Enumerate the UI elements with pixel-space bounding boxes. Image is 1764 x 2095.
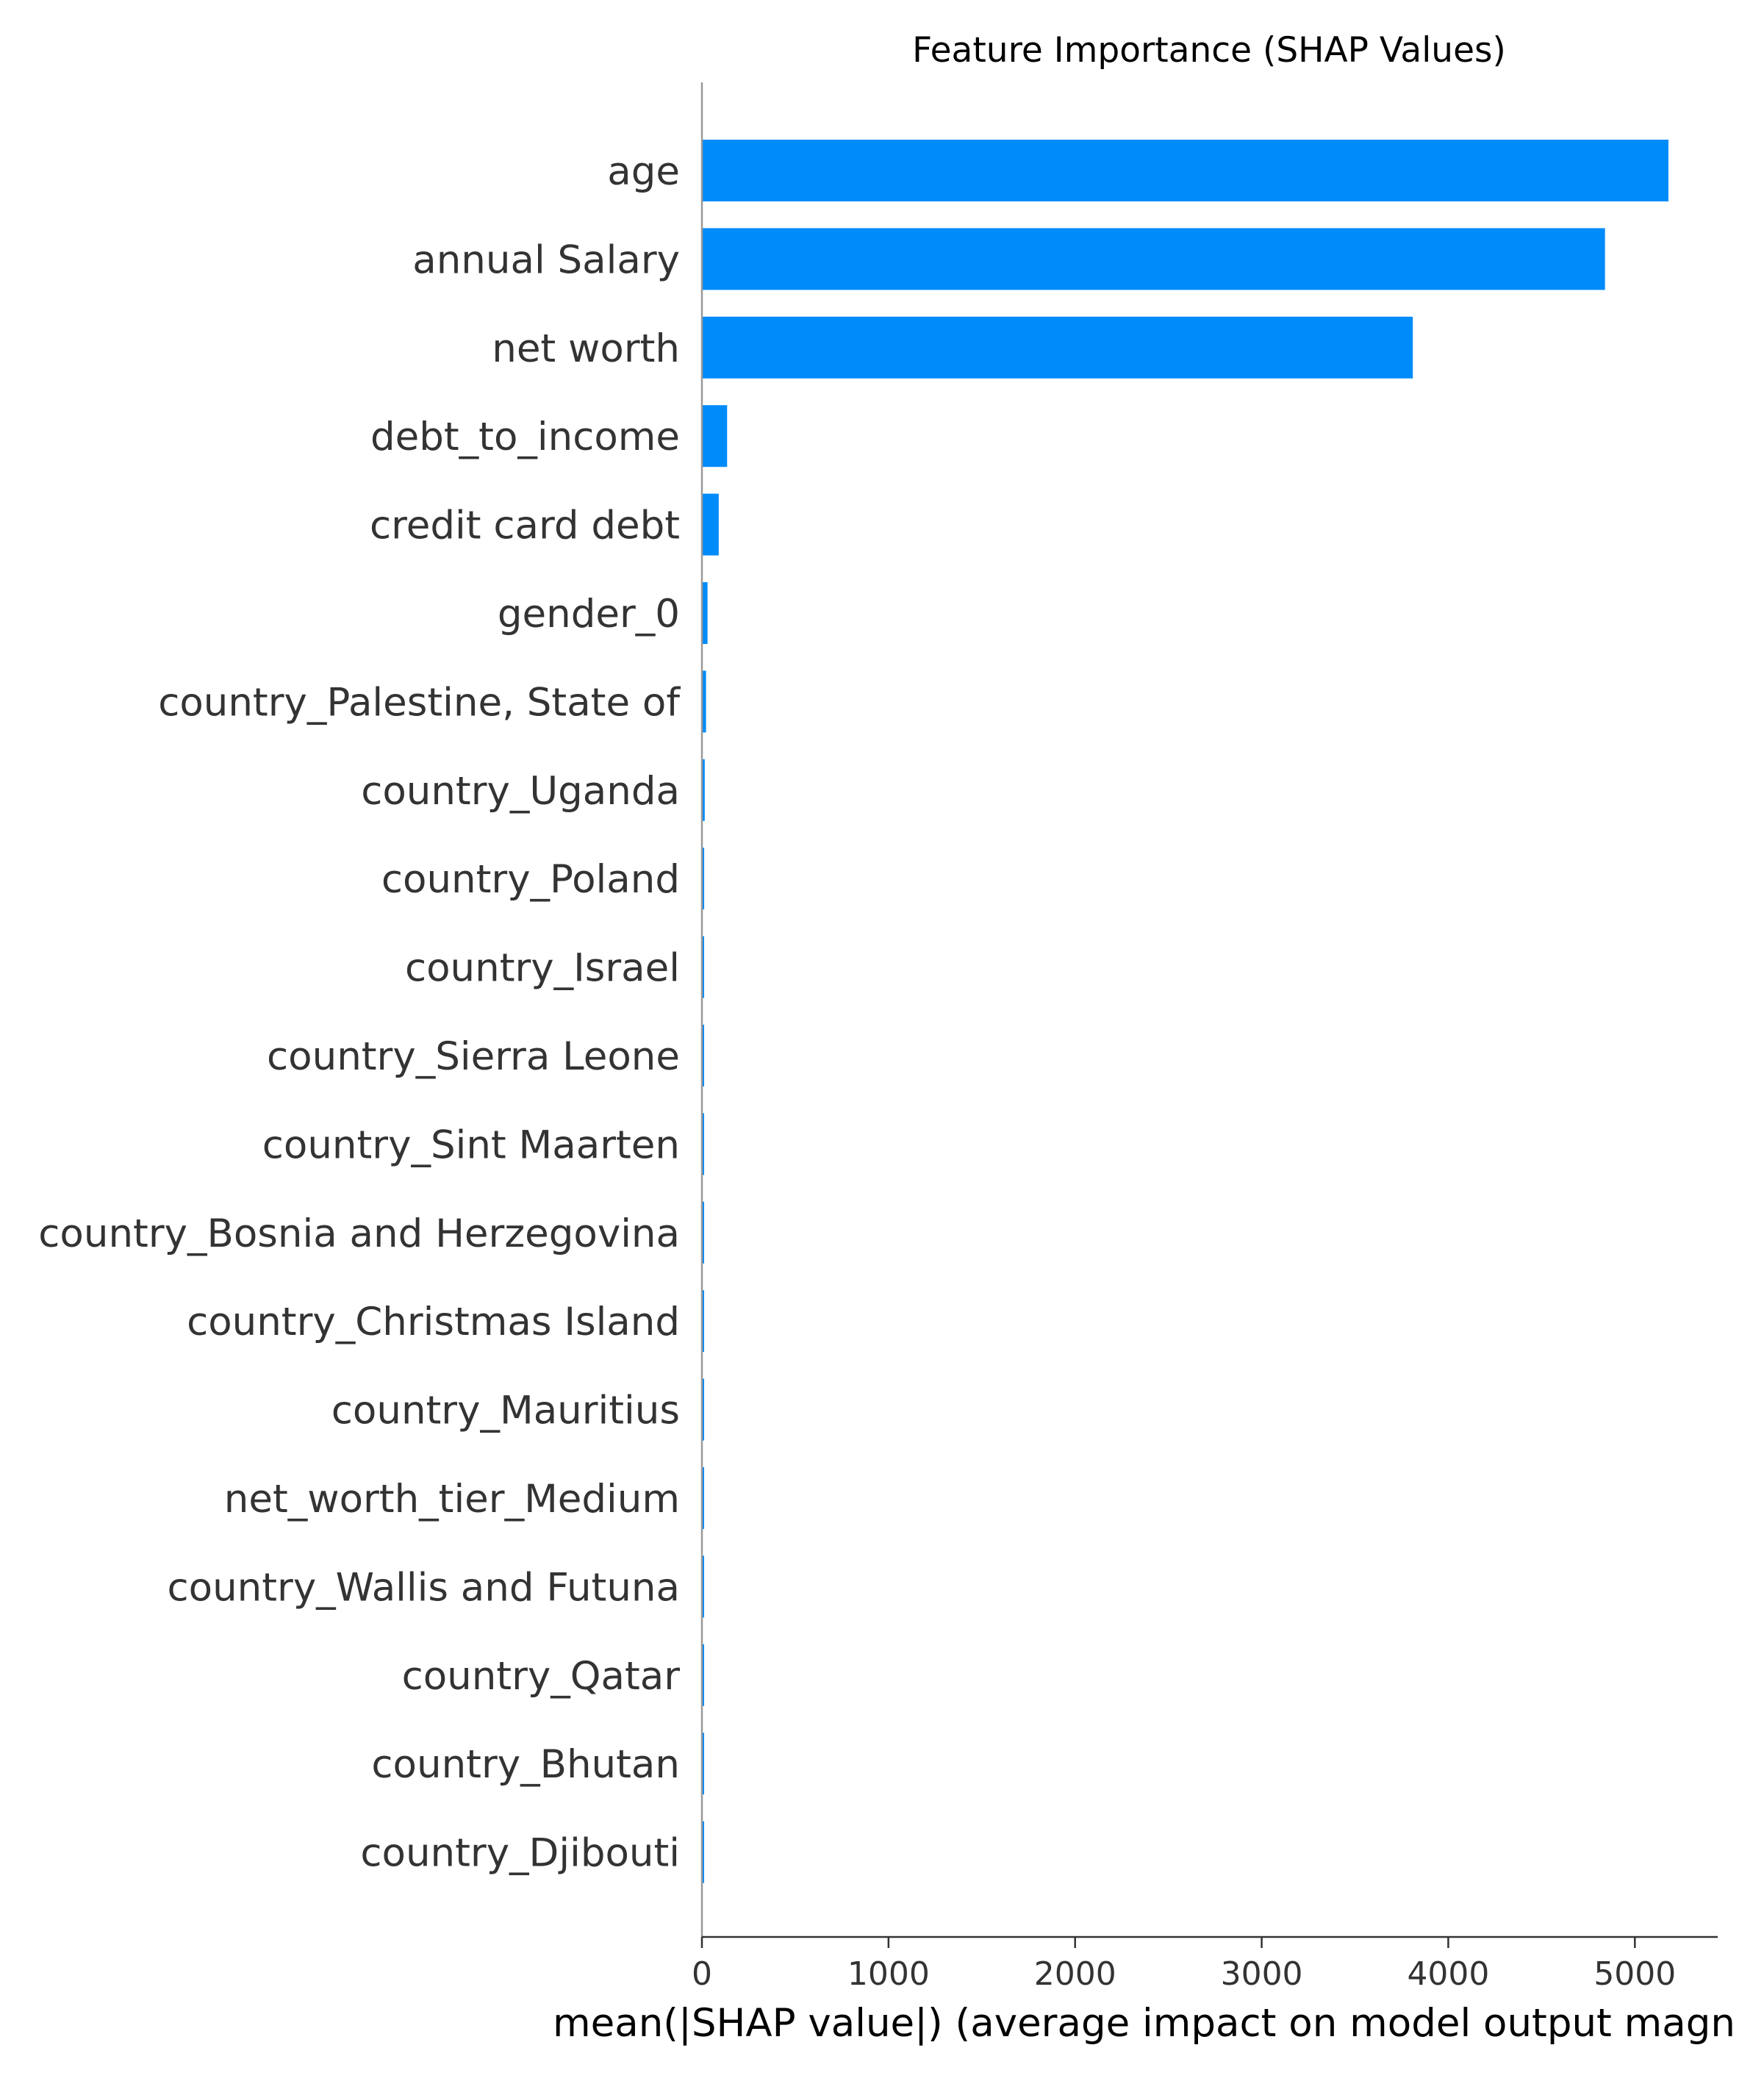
bar-country-sierra-leone — [702, 1025, 704, 1086]
y-tick-label-country-sierra-leone: country_Sierra Leone — [267, 1034, 680, 1079]
y-tick-label-debt-to-income: debt_to_income — [370, 415, 680, 459]
bar-net-worth-tier-medium — [702, 1467, 704, 1529]
bar-country-poland — [702, 848, 705, 910]
chart-title: Feature Importance (SHAP Values) — [912, 30, 1506, 71]
y-tick-label-country-christmas-island: country_Christmas Island — [187, 1300, 680, 1344]
bar-country-uganda — [702, 759, 705, 821]
bar-country-bosnia-and-herzegovina — [702, 1201, 704, 1264]
bar-gender-0 — [702, 582, 708, 644]
x-ticks: 0 1000 2000 3000 4000 5000 — [692, 1937, 1676, 1993]
y-tick-label-country-palestine-state-of: country_Palestine, State of — [158, 680, 681, 725]
bar-country-mauritius — [702, 1378, 704, 1441]
y-tick-label-country-wallis-and-futuna: country_Wallis and Futuna — [168, 1565, 681, 1610]
y-tick-label-country-poland: country_Poland — [381, 857, 680, 902]
x-tick-label-4000: 4000 — [1407, 1955, 1489, 1993]
bar-country-djibouti — [702, 1821, 704, 1883]
x-tick-label-0: 0 — [692, 1955, 712, 1993]
y-tick-label-country-djibouti: country_Djibouti — [360, 1831, 680, 1876]
x-tick-label-1000: 1000 — [847, 1955, 930, 1993]
y-tick-label-country-bosnia-and-herzegovina: country_Bosnia and Herzegovina — [38, 1211, 680, 1256]
bars-group — [702, 140, 1668, 1883]
y-tick-label-gender-0: gender_0 — [498, 592, 680, 637]
y-tick-label-country-sint-maarten: country_Sint Maarten — [262, 1122, 680, 1167]
bar-annual-salary — [702, 228, 1605, 290]
bar-country-qatar — [702, 1644, 704, 1706]
x-axis-label: mean(|SHAP value|) (average impact on mo… — [553, 2001, 1735, 2046]
bar-credit-card-debt — [702, 493, 719, 556]
bar-age — [702, 140, 1668, 201]
y-tick-label-annual-salary: annual Salary — [412, 237, 680, 282]
x-tick-label-3000: 3000 — [1221, 1955, 1303, 1993]
bar-country-bhutan — [702, 1733, 704, 1795]
bar-debt-to-income — [702, 405, 728, 468]
y-tick-label-net-worth-tier-medium: net_worth_tier_Medium — [224, 1477, 680, 1522]
y-tick-label-country-bhutan: country_Bhutan — [371, 1742, 680, 1787]
bar-country-wallis-and-futuna — [702, 1555, 704, 1618]
y-tick-label-country-qatar: country_Qatar — [402, 1654, 681, 1699]
x-tick-label-2000: 2000 — [1034, 1955, 1116, 1993]
y-tick-label-country-uganda: country_Uganda — [361, 769, 680, 814]
y-tick-label-country-mauritius: country_Mauritius — [331, 1389, 680, 1433]
x-tick-label-5000: 5000 — [1593, 1955, 1676, 1993]
bar-country-palestine-state-of — [702, 670, 706, 733]
y-tick-label-credit-card-debt: credit card debt — [370, 504, 680, 548]
bar-net-worth — [702, 316, 1413, 379]
y-tick-label-net-worth: net worth — [492, 326, 680, 371]
y-tick-label-age: age — [607, 149, 680, 194]
bar-country-christmas-island — [702, 1290, 704, 1353]
bar-country-sint-maarten — [702, 1113, 704, 1175]
bar-country-israel — [702, 936, 704, 998]
y-tick-label-country-israel: country_Israel — [405, 946, 680, 991]
y-tick-labels: age annual Salary net worth debt_to_incomec… — [38, 149, 681, 1876]
